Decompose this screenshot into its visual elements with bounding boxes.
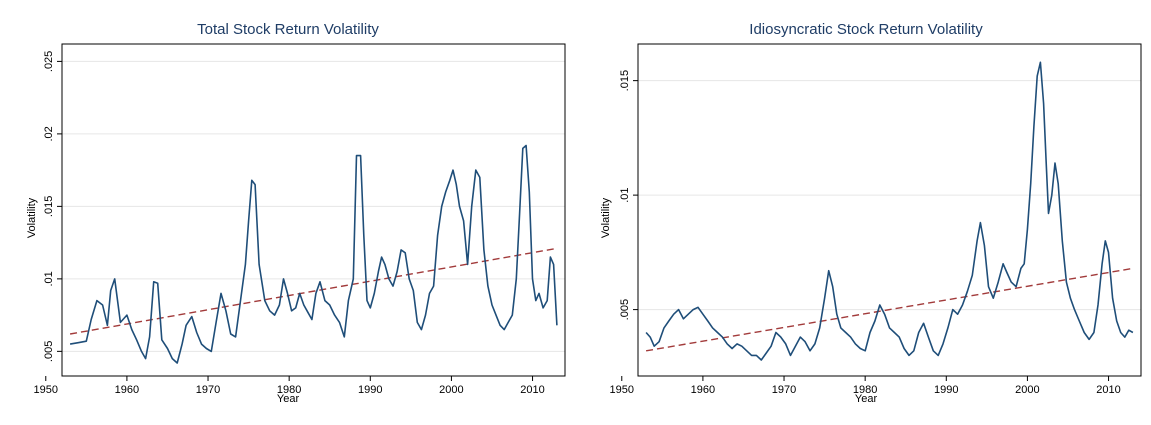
- series-layer: [69, 144, 558, 364]
- chart-title: Idiosyncratic Stock Return Volatility: [749, 21, 983, 38]
- y-tick-label: .025: [43, 51, 55, 72]
- chart-title: Total Stock Return Volatility: [197, 21, 379, 38]
- grid-lines: [62, 60, 565, 352]
- x-axis-label: Year: [855, 393, 878, 405]
- y-tick-label: .005: [43, 341, 55, 362]
- y-tick-label: .01: [619, 187, 631, 202]
- y-ticks: .005 .01 .015: [619, 70, 638, 320]
- x-tick-label: 1990: [934, 384, 958, 396]
- x-tick-label: 1950: [610, 384, 634, 396]
- linear-trend-line: [69, 247, 558, 335]
- y-ticks: .005 .01 .015 .02 .025: [43, 51, 62, 362]
- y-axis-label: Volatility: [600, 197, 612, 238]
- y-axis-label: Volatility: [26, 197, 38, 238]
- x-axis-label: Year: [277, 393, 300, 405]
- linear-trend-line: [645, 267, 1134, 352]
- x-tick-label: 1980: [853, 384, 877, 396]
- trend-line-layer: [645, 267, 1134, 352]
- x-tick-label: 1970: [196, 384, 220, 396]
- x-tick-label: 2000: [1015, 384, 1039, 396]
- total-volatility-chart: Total Stock Return Volatility .005 .01 .01…: [26, 21, 566, 405]
- x-ticks: 1950 1960 1970 1980 1990 2000 2010: [34, 376, 545, 396]
- y-tick-label: .015: [43, 196, 55, 217]
- idiosyncratic-volatility-chart: Idiosyncratic Stock Return Volatility .0…: [600, 21, 1142, 405]
- x-tick-label: 1980: [277, 384, 301, 396]
- x-tick-label: 1990: [358, 384, 382, 396]
- volatility-series-line: [645, 61, 1134, 361]
- x-ticks: 1950 1960 1970 1980 1990 2000 2010: [610, 376, 1121, 396]
- x-tick-label: 2010: [520, 384, 544, 396]
- x-tick-label: 1960: [691, 384, 715, 396]
- y-tick-label: .01: [43, 271, 55, 286]
- series-layer: [645, 61, 1134, 361]
- x-tick-label: 1960: [115, 384, 139, 396]
- plot-frame: [637, 43, 1142, 377]
- y-tick-label: .005: [619, 299, 631, 320]
- volatility-series-line: [69, 144, 558, 364]
- x-tick-label: 2000: [439, 384, 463, 396]
- idiosyncratic-volatility-panel: Idiosyncratic Stock Return Volatility .0…: [574, 0, 1151, 425]
- plot-frame: [61, 43, 566, 377]
- total-volatility-panel: Total Stock Return Volatility .005 .01 .01…: [0, 0, 574, 425]
- y-tick-label: .015: [619, 70, 631, 91]
- x-tick-label: 2010: [1096, 384, 1120, 396]
- x-tick-label: 1950: [34, 384, 58, 396]
- x-tick-label: 1970: [772, 384, 796, 396]
- y-tick-label: .02: [43, 126, 55, 141]
- trend-line-layer: [69, 247, 558, 335]
